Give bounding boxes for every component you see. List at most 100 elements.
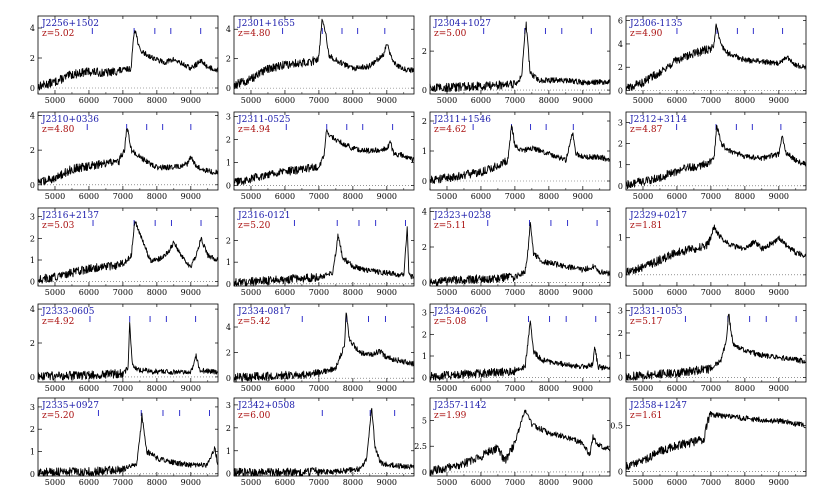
x-tick-label: 7000 (701, 96, 721, 105)
x-tick-label: 5000 (633, 192, 653, 201)
object-name: J2312+3114 (629, 115, 687, 125)
panel-frame (625, 111, 807, 191)
x-tick-label: 7000 (309, 96, 329, 105)
x-tick-label: 7000 (113, 384, 133, 393)
x-tick-label: 7000 (505, 288, 525, 297)
panel-frame (625, 397, 807, 477)
y-tick-label: 5 (422, 417, 427, 426)
y-tick-label: 0 (226, 470, 231, 479)
spectrum-line (625, 23, 807, 91)
redshift-label: z=1.81 (630, 221, 662, 231)
x-tick-label: 8000 (343, 288, 363, 297)
x-tick-label: 6000 (471, 478, 491, 487)
y-tick-label: 0 (422, 86, 427, 95)
spectrum-line (37, 321, 219, 381)
spectrum-line (37, 412, 219, 477)
x-tick-label: 7000 (113, 288, 133, 297)
redshift-label: z=1.61 (630, 411, 662, 421)
spectrum-line (429, 409, 611, 476)
x-tick-label: 9000 (181, 384, 201, 393)
redshift-label: z=6.00 (238, 411, 271, 421)
y-tick-label: 2.5 (414, 442, 427, 451)
y-tick-label: 0 (618, 87, 623, 96)
x-tick-label: 8000 (343, 384, 363, 393)
x-tick-label: 9000 (181, 192, 201, 201)
x-tick-label: 6000 (79, 478, 99, 487)
x-tick-label: 6000 (275, 96, 295, 105)
y-tick-label: 2 (422, 330, 427, 339)
y-tick-label: 0 (30, 278, 35, 287)
x-tick-label: 8000 (343, 478, 363, 487)
x-tick-label: 5000 (241, 192, 261, 201)
panel-frame (625, 303, 807, 383)
x-tick-label: 9000 (573, 96, 593, 105)
object-name: J2311+1546 (433, 115, 491, 125)
object-name: J2357-1142 (433, 401, 486, 411)
panel-frame (233, 111, 415, 191)
x-tick-label: 8000 (539, 192, 559, 201)
x-tick-label: 5000 (241, 384, 261, 393)
redshift-label: z=5.02 (42, 29, 74, 39)
x-tick-label: 9000 (377, 288, 397, 297)
spectrum-line (429, 21, 611, 93)
x-tick-label: 6000 (667, 384, 687, 393)
object-name: J2342+0508 (237, 401, 295, 411)
spectrum-line (625, 124, 807, 190)
panel-frame (429, 303, 611, 383)
y-tick-label: 4 (30, 305, 35, 314)
x-tick-label: 5000 (437, 288, 457, 297)
spectrum-line (429, 125, 611, 184)
y-tick-label: 2 (30, 425, 35, 434)
x-tick-label: 8000 (539, 288, 559, 297)
redshift-label: z=1.99 (434, 411, 467, 421)
x-tick-label: 5000 (633, 96, 653, 105)
x-tick-label: 5000 (241, 96, 261, 105)
x-tick-label: 8000 (147, 384, 167, 393)
y-tick-label: 1 (226, 158, 231, 167)
x-tick-label: 8000 (147, 288, 167, 297)
redshift-label: z=5.42 (238, 317, 270, 327)
x-tick-label: 6000 (471, 192, 491, 201)
redshift-label: z=5.00 (434, 29, 467, 39)
x-tick-label: 9000 (181, 478, 201, 487)
y-tick-label: 1 (618, 351, 623, 360)
spectrum-line (233, 226, 414, 287)
redshift-label: z=5.11 (434, 221, 466, 231)
y-tick-label: 0 (618, 271, 623, 280)
x-tick-label: 5000 (633, 384, 653, 393)
x-tick-label: 7000 (505, 478, 525, 487)
x-tick-label: 7000 (113, 478, 133, 487)
spectrum-line (429, 320, 611, 381)
x-tick-label: 6000 (79, 384, 99, 393)
x-tick-label: 7000 (113, 96, 133, 105)
x-tick-label: 6000 (667, 288, 687, 297)
redshift-label: z=4.94 (238, 125, 271, 135)
y-tick-label: 0 (422, 374, 427, 383)
spectrum-panel-J2357-1142: 5000 6000 7000 8000 9000 0 2.5 5 J2357-1142z=1.9… (414, 397, 611, 487)
y-tick-label: 0 (618, 467, 623, 476)
y-tick-label: 0 (618, 182, 623, 191)
panel-frame (429, 15, 611, 95)
x-tick-label: 7000 (309, 384, 329, 393)
y-tick-label: 4 (422, 208, 427, 217)
y-tick-label: 3 (422, 309, 427, 318)
object-name: J2311-0525 (237, 115, 291, 125)
y-tick-label: 0 (226, 84, 231, 93)
y-tick-label: 2 (422, 243, 427, 252)
x-tick-label: 5000 (45, 96, 65, 105)
y-tick-label: 2 (30, 54, 35, 63)
x-tick-label: 9000 (769, 288, 789, 297)
x-tick-label: 8000 (147, 192, 167, 201)
object-name: J2256+1502 (41, 19, 99, 29)
x-tick-label: 9000 (377, 478, 397, 487)
x-tick-label: 8000 (343, 192, 363, 201)
spectrum-line (233, 129, 415, 187)
x-tick-label: 7000 (701, 478, 721, 487)
y-tick-label: 0 (422, 468, 427, 477)
x-tick-label: 8000 (735, 96, 755, 105)
x-tick-label: 6000 (471, 384, 491, 393)
